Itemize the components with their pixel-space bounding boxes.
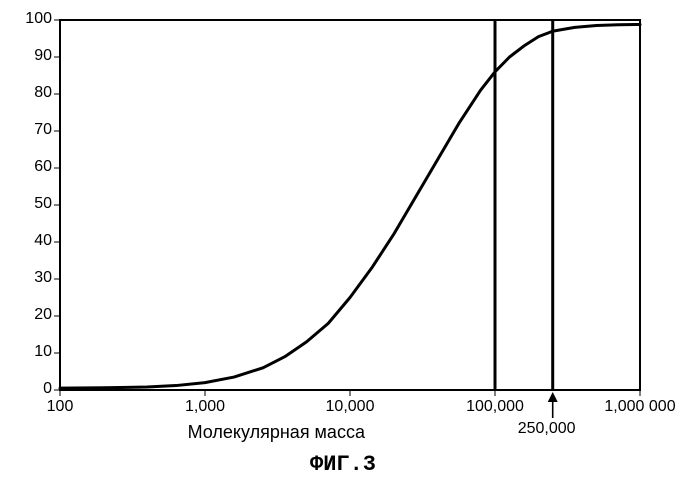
- y-tick-label: 100: [25, 10, 52, 28]
- x-tick-label: 1,000 000: [600, 398, 680, 416]
- figure-caption: ФИГ.3: [310, 452, 376, 477]
- x-axis-title: Молекулярная масса: [188, 422, 365, 443]
- y-tick-label: 30: [34, 269, 52, 287]
- x-tick-label: 100: [20, 398, 100, 416]
- x-tick-label: 100,000: [455, 398, 535, 416]
- y-tick-label: 90: [34, 47, 52, 65]
- y-tick-label: 0: [43, 380, 52, 398]
- arrow-label: 250,000: [518, 420, 576, 438]
- y-tick-label: 60: [34, 158, 52, 176]
- y-tick-label: 70: [34, 121, 52, 139]
- y-tick-label: 40: [34, 232, 52, 250]
- chart-container: 0 10 20 30 40 50 60 70 80 90 100 100 1,000 10,000 100,…: [0, 0, 680, 500]
- y-tick-label: 50: [34, 195, 52, 213]
- x-tick-label: 1,000: [165, 398, 245, 416]
- y-tick-label: 20: [34, 306, 52, 324]
- y-tick-label: 10: [34, 343, 52, 361]
- x-tick-label: 10,000: [310, 398, 390, 416]
- y-tick-label: 80: [34, 84, 52, 102]
